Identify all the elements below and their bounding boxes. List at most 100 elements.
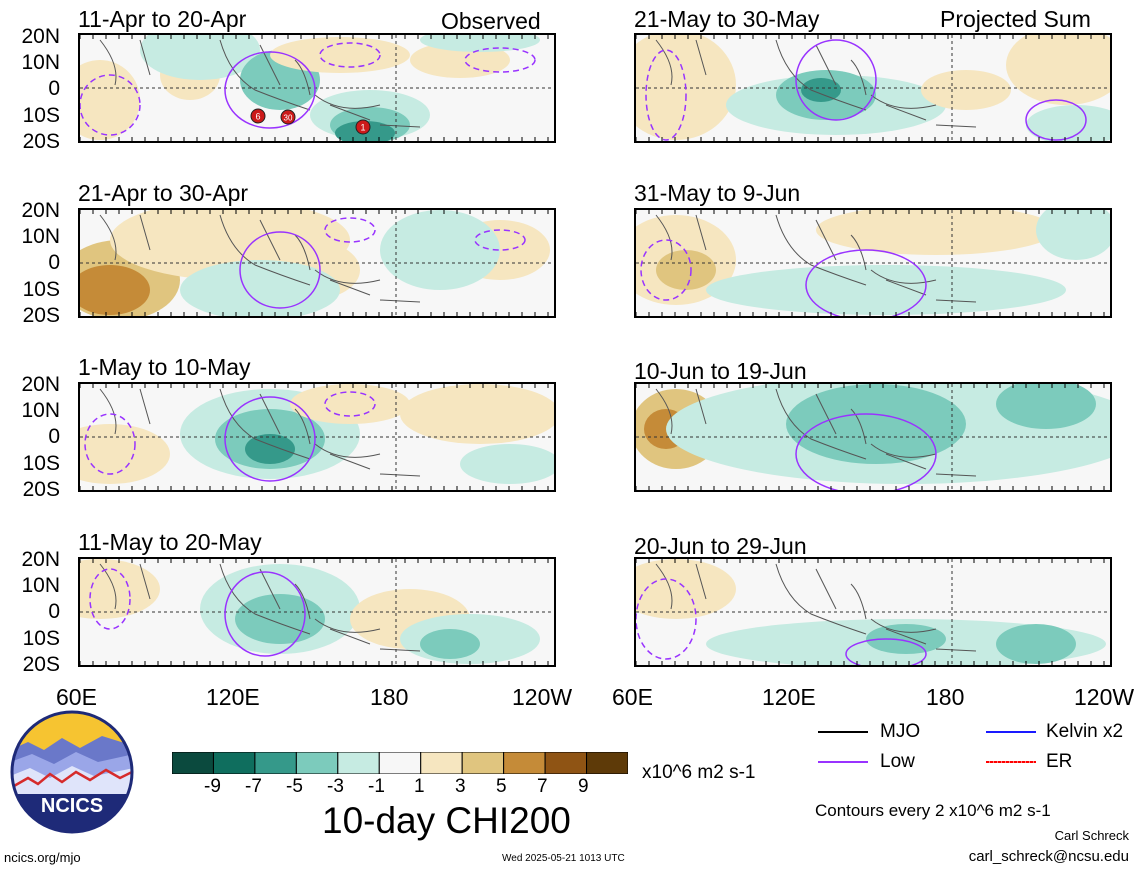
colorbar-swatch — [171, 751, 214, 775]
panel-title-p2: 21-May to 30-May — [634, 6, 820, 32]
low-contour — [80, 74, 141, 136]
low-contour — [89, 568, 131, 630]
colorbar-tick: 3 — [455, 776, 466, 797]
anomaly-shading — [460, 444, 554, 484]
lat-label: 20S — [22, 304, 60, 327]
coastline — [655, 388, 977, 477]
lat-label: 0 — [48, 600, 60, 623]
lon-label: 60E — [56, 684, 97, 710]
colorbar-swatch — [586, 751, 629, 775]
low-contour — [474, 229, 526, 251]
map-panel-p1 — [78, 33, 556, 143]
low-contour — [224, 396, 316, 482]
colorbar-tick: 7 — [537, 776, 548, 797]
lat-label: 10N — [21, 574, 60, 597]
anomaly-shading — [1006, 35, 1110, 105]
panel-label-observed: Observed — [441, 8, 541, 34]
contour-note: Contours every 2 x10^6 m2 s-1 — [815, 801, 1051, 820]
cyclone-marker: 1 — [355, 119, 371, 135]
coastline — [99, 214, 421, 303]
colorbar-swatch — [295, 751, 339, 775]
footer-url[interactable]: ncics.org/mjo — [4, 850, 81, 865]
colorbar-swatch — [461, 751, 505, 775]
map-panel-p4 — [634, 208, 1112, 318]
low-contour — [224, 571, 306, 657]
lon-label: 120W — [1074, 684, 1135, 710]
low-contour — [84, 413, 136, 475]
coastline — [655, 214, 977, 303]
map-graphic — [80, 210, 554, 316]
low-contour — [795, 39, 877, 121]
colorbar — [171, 751, 629, 775]
colorbar-swatch — [420, 751, 463, 775]
colorbar-tick: -1 — [368, 776, 385, 797]
anomaly-shading — [706, 265, 1066, 315]
anomaly-shading — [996, 384, 1096, 429]
low-contour — [324, 217, 376, 243]
cyclone-marker-label: 30 — [284, 114, 293, 123]
anomaly-shading — [656, 250, 716, 290]
map-panel-p5 — [78, 382, 556, 492]
low-contour — [845, 638, 927, 665]
panel-title-p7: 11-May to 20-May — [78, 529, 262, 555]
legend-line-mjo — [818, 731, 868, 733]
anomaly-shading — [921, 70, 1011, 110]
lat-label: 20N — [21, 199, 60, 222]
lat-label: 10S — [22, 627, 60, 650]
footer-timestamp: Wed 2025-05-21 1013 UTC — [502, 853, 625, 864]
anomaly-shading — [235, 594, 325, 644]
cyclone-marker-label: 1 — [360, 123, 365, 133]
low-contour — [239, 231, 321, 309]
author-email[interactable]: carl_schreck@ncsu.edu — [968, 848, 1129, 865]
cyclone-marker: 30 — [280, 109, 296, 125]
colorbar-swatch — [254, 751, 297, 775]
map-graphic — [80, 559, 554, 665]
low-contour — [805, 249, 927, 316]
anomaly-shading — [80, 559, 160, 619]
panel-title-p6: 10-Jun to 19-Jun — [634, 358, 807, 384]
figure-title: 10-day CHI200 — [322, 800, 571, 841]
lat-label: 10N — [21, 51, 60, 74]
colorbar-tick: -5 — [286, 776, 303, 797]
coastline — [99, 388, 421, 477]
lon-label: 60E — [612, 684, 653, 710]
map-graphic — [636, 35, 1110, 141]
low-contour — [1025, 99, 1087, 141]
low-contour — [224, 51, 316, 129]
legend-label-kelvin: Kelvin x2 — [1046, 721, 1124, 742]
anomaly-shading — [270, 37, 410, 73]
colorbar-tick: 5 — [496, 776, 507, 797]
colorbar-tick: -7 — [245, 776, 262, 797]
legend-label-low: Low — [880, 751, 915, 772]
anomaly-shading — [1026, 105, 1110, 141]
panel-title-p5: 1-May to 10-May — [78, 354, 251, 380]
legend-label-mjo: MJO — [880, 721, 921, 742]
cyclone-marker-label: 6 — [255, 112, 260, 122]
map-graphic — [636, 559, 1110, 665]
lon-label: 180 — [926, 684, 965, 710]
legend-line-er — [986, 761, 1036, 763]
map-panel-p2 — [634, 33, 1112, 143]
coastline — [99, 39, 421, 128]
author: Carl Schreck — [1054, 828, 1129, 843]
anomaly-shading — [996, 624, 1076, 664]
anomaly-shading — [636, 559, 736, 619]
coastline — [655, 39, 977, 128]
lon-label: 120W — [512, 684, 573, 710]
anomaly-shading — [380, 210, 500, 290]
lat-label: 10S — [22, 278, 60, 301]
lat-label: 0 — [48, 425, 60, 448]
map-panel-p3 — [78, 208, 556, 318]
panel-title-p8: 20-Jun to 29-Jun — [634, 533, 807, 559]
low-contour — [645, 49, 687, 141]
low-contour — [319, 42, 381, 68]
lat-label: 20S — [22, 130, 60, 153]
colorbar-swatch — [212, 751, 256, 775]
map-panel-p6 — [634, 382, 1112, 492]
map-panel-p7 — [78, 557, 556, 667]
lat-label: 0 — [48, 77, 60, 100]
anomaly-shading — [420, 629, 480, 659]
anomaly-shading — [140, 35, 260, 80]
low-contour — [795, 413, 937, 490]
anomaly-shading — [180, 260, 340, 316]
